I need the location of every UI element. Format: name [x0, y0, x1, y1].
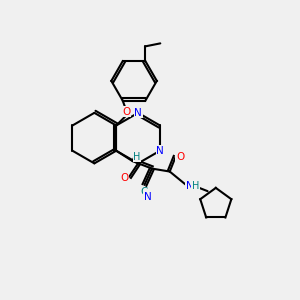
Text: O: O — [121, 173, 129, 183]
Text: N: N — [134, 108, 142, 118]
Text: O: O — [122, 106, 131, 116]
Text: O: O — [176, 152, 184, 162]
Text: H: H — [133, 152, 141, 162]
Text: N: N — [186, 181, 194, 190]
Text: N: N — [144, 192, 151, 203]
Text: H: H — [192, 181, 199, 190]
Text: N: N — [156, 146, 164, 156]
Text: C: C — [141, 188, 148, 197]
